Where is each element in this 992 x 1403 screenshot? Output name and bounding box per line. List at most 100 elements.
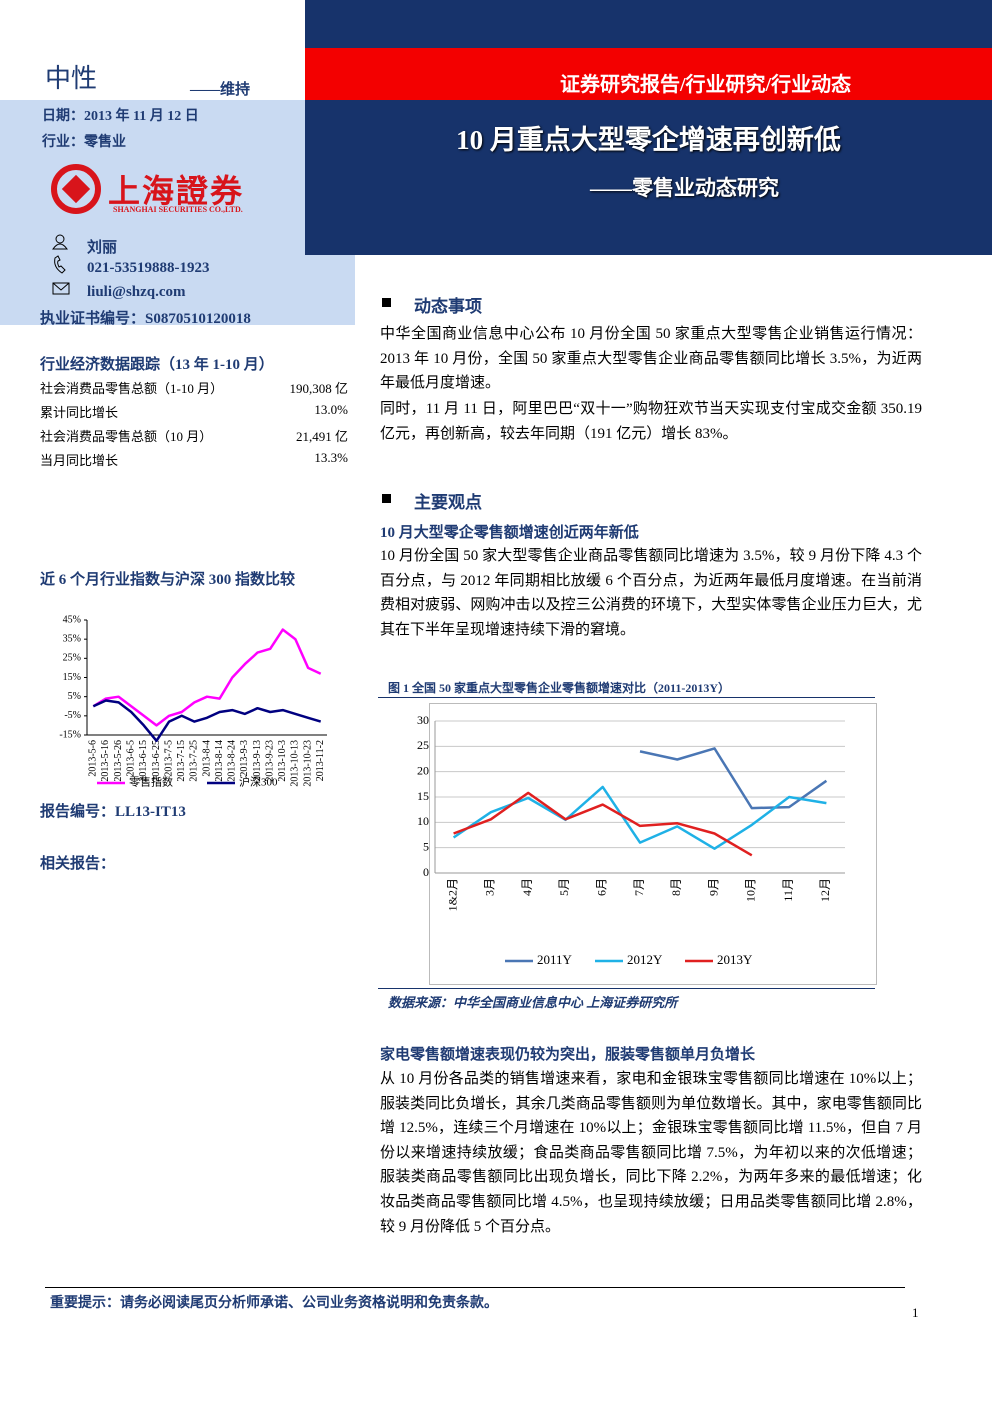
analyst-email: liuli@shzq.com: [87, 284, 186, 300]
subheading: 10 月大型零企零售额增速创近两年新低: [380, 525, 639, 541]
x-tick-label: 11月: [781, 878, 795, 902]
x-tick-label: 3月: [483, 878, 497, 896]
x-tick-label: 6月: [594, 878, 608, 896]
phone-icon: [54, 255, 66, 274]
report-title: 10 月重点大型零企增速再创新低: [456, 125, 841, 155]
y-tick-label: -15%: [59, 729, 81, 740]
person-icon: [55, 234, 65, 244]
y-tick-label: 0: [423, 865, 429, 879]
contact-icons: [52, 234, 70, 295]
stat-label: 累计同比增长: [40, 405, 119, 420]
logo-en: SHANGHAI SECURITIES CO.,LTD.: [113, 205, 243, 214]
series-line: [453, 791, 753, 857]
report-subtitle: ——零售业动态研究: [590, 176, 779, 200]
x-tick-label: 7月: [632, 878, 646, 896]
report-type: 证券研究报告/行业研究/行业动态: [560, 74, 852, 96]
stat-value: 13.0%: [314, 402, 348, 417]
x-tick-label: 2013-6-15: [138, 740, 149, 782]
rating: 中性: [45, 64, 98, 93]
rating-note: ——维持: [190, 82, 251, 98]
legend-label: 2012Y: [627, 952, 663, 967]
index-chart-title: 近 6 个月行业指数与沪深 300 指数比较: [40, 572, 296, 588]
x-tick-label: 2013-10-13: [290, 740, 301, 787]
stat-value: 13.3%: [314, 450, 348, 465]
y-tick-label: 35%: [63, 633, 81, 644]
y-tick-label: 25: [417, 738, 429, 752]
x-tick-label: 2013-10-3: [277, 740, 288, 782]
figure-frame: [429, 703, 877, 985]
section-heading: 主要观点: [414, 493, 482, 512]
mail-icon: [52, 282, 70, 295]
stat-label: 社会消费品零售总额（10 月）: [40, 429, 213, 444]
paragraph: 同时，11 月 11 日，阿里巴巴“双十一”购物狂欢节当天实现支付宝成交金额 3…: [380, 401, 922, 442]
x-tick-label: 2013-9-13: [252, 740, 263, 782]
y-tick-label: -5%: [64, 710, 81, 721]
logo-cn: 上海證券: [108, 173, 245, 209]
mail-icon: [52, 282, 70, 291]
x-tick-label: 12月: [818, 878, 832, 902]
figure-rule: [378, 988, 875, 989]
legend-label: 沪深300: [239, 775, 278, 789]
date: 日期：2013 年 11 月 12 日: [42, 109, 199, 124]
x-tick-label: 8月: [669, 878, 683, 896]
y-tick-label: 10: [417, 814, 429, 828]
paragraph: 中华全国商业信息中心公布 10 月份全国 50 家重点大型零售企业销售运行情况：…: [380, 326, 922, 392]
x-tick-label: 2013-7-5: [163, 740, 174, 777]
header-stripe: [305, 48, 992, 100]
stat-label: 社会消费品零售总额（1-10 月）: [40, 381, 224, 396]
x-tick-label: 2013-9-23: [264, 740, 275, 782]
logo-mark: [51, 164, 101, 214]
x-tick-label: 2013-6-25: [151, 740, 162, 782]
x-tick-label: 2013-11-2: [315, 740, 326, 781]
logo-ring: [51, 164, 101, 214]
x-tick-label: 5月: [557, 878, 571, 896]
legend-label: 零售指数: [129, 775, 173, 789]
subheading: 家电零售额增速表现仍较为突出，服装零售额单月负增长: [380, 1047, 756, 1063]
industry: 行业：零售业: [42, 135, 126, 150]
x-tick-label: 2013-5-26: [113, 740, 124, 782]
legend-label: 2013Y: [717, 952, 753, 967]
stat-label: 当月同比增长: [40, 453, 119, 468]
x-tick-label: 2013-8-14: [214, 740, 225, 782]
stat-value: 190,308 亿: [289, 381, 348, 396]
x-tick-label: 2013-7-15: [176, 740, 187, 782]
y-tick-label: 15: [417, 789, 429, 803]
footer-rule: [45, 1287, 905, 1288]
x-tick-label: 2013-8-24: [227, 740, 238, 782]
y-tick-label: 30: [417, 713, 429, 727]
x-tick-label: 1&2月: [445, 878, 459, 911]
series-line: [92, 699, 322, 743]
x-tick-label: 4月: [520, 878, 534, 896]
section-heading: 动态事项: [414, 297, 482, 316]
x-tick-label: 2013-7-25: [189, 740, 200, 782]
analyst-cert: 执业证书编号：S0870510120018: [40, 311, 251, 327]
index-chart: -15%-5%5%15%25%35%45%2013-5-6 2013-5-16 20…: [59, 614, 327, 789]
y-tick-label: 20: [417, 763, 429, 777]
x-tick-label: 10月: [744, 878, 758, 902]
report-no: 报告编号：LL13-IT13: [40, 804, 186, 820]
analyst-phone: 021-53519888-1923: [87, 260, 210, 276]
disclaimer: 重要提示：请务必阅读尾页分析师承诺、公司业务资格说明和免责条款。: [50, 1296, 498, 1311]
analyst-name: 刘丽: [87, 240, 118, 256]
legend-label: 2011Y: [537, 952, 573, 967]
figure-source: 数据来源：中华全国商业信息中心 上海证券研究所: [388, 995, 678, 1010]
figure-chart: 0 5 10 15 20 25 30 1&2月 3月 4月 5月 6月 7月 8月 9月 10月 11月 12月 2…: [417, 713, 845, 967]
paragraph: 10 月份全国 50 家大型零售企业商品零售额同比增速为 3.5%，较 9 月份…: [380, 548, 922, 638]
x-tick-label: 2013-5-6: [88, 740, 99, 777]
figure-title: 图 1 全国 50 家重点大型零售企业零售额增速对比（2011-2013Y）: [388, 681, 731, 695]
y-tick-label: 5%: [68, 691, 81, 702]
x-tick-label: 2013-5-16: [100, 740, 111, 782]
y-tick-label: 15%: [63, 672, 81, 683]
x-tick-label: 2013-10-23: [302, 740, 313, 787]
logo-diamond: [61, 174, 91, 204]
bullet: [382, 298, 391, 307]
x-tick-label: 2013-9-3: [239, 740, 250, 777]
y-tick-label: 25%: [63, 653, 81, 664]
x-tick-label: 2013-6-5: [126, 740, 137, 777]
stats-title: 行业经济数据跟踪（13 年 1-10 月）: [40, 357, 274, 373]
x-tick-label: 9月: [706, 878, 720, 896]
series-line: [639, 747, 828, 810]
series-line: [452, 785, 827, 850]
person-icon: [52, 243, 68, 250]
